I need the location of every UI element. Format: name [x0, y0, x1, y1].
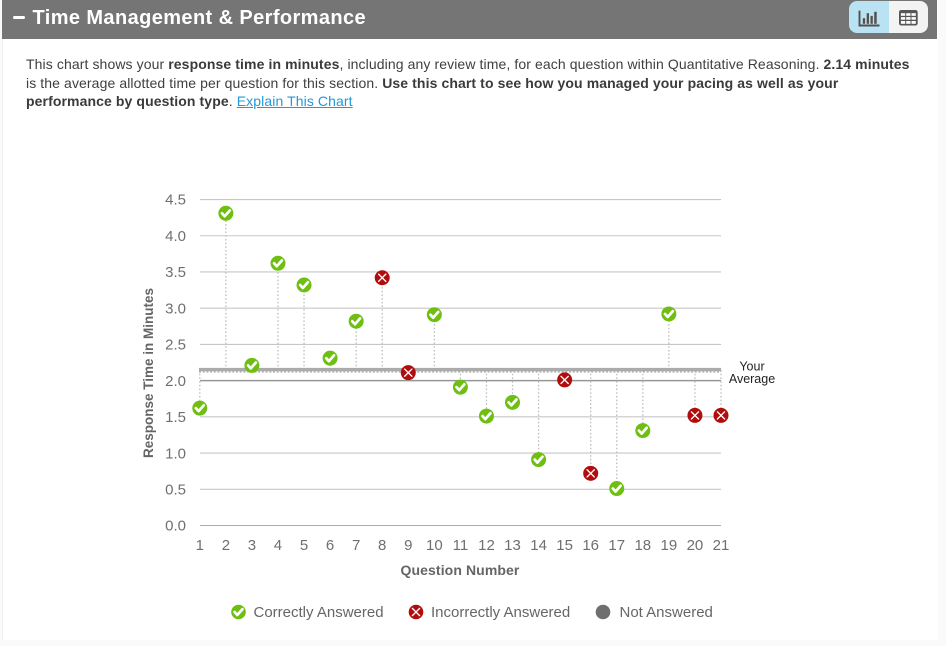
svg-text:1.5: 1.5: [165, 409, 186, 426]
svg-text:2.0: 2.0: [165, 373, 186, 390]
svg-text:5: 5: [300, 537, 308, 554]
svg-text:Not Answered: Not Answered: [620, 604, 713, 621]
svg-text:2: 2: [222, 537, 230, 554]
svg-text:15: 15: [556, 537, 573, 554]
svg-text:1: 1: [196, 537, 204, 554]
svg-text:19: 19: [661, 537, 678, 554]
svg-text:Average: Average: [729, 372, 775, 386]
svg-text:4.0: 4.0: [165, 228, 186, 245]
svg-text:8: 8: [378, 537, 386, 554]
svg-text:9: 9: [404, 537, 412, 554]
svg-text:Your: Your: [739, 360, 764, 374]
svg-text:11: 11: [453, 537, 469, 554]
svg-text:3.5: 3.5: [165, 264, 186, 281]
svg-text:Incorrectly Answered: Incorrectly Answered: [431, 604, 570, 621]
svg-text:12: 12: [478, 537, 495, 554]
svg-text:1.0: 1.0: [165, 445, 186, 462]
svg-text:21: 21: [713, 537, 730, 554]
svg-text:6: 6: [326, 537, 334, 554]
svg-text:14: 14: [530, 537, 547, 554]
svg-text:Question Number: Question Number: [401, 562, 520, 578]
svg-text:3: 3: [248, 537, 256, 554]
svg-text:16: 16: [582, 537, 599, 554]
svg-text:2.5: 2.5: [165, 337, 186, 354]
svg-text:0.5: 0.5: [165, 481, 186, 498]
svg-text:18: 18: [634, 537, 651, 554]
svg-text:20: 20: [687, 537, 704, 554]
svg-text:17: 17: [608, 537, 625, 554]
svg-text:10: 10: [426, 537, 443, 554]
svg-text:13: 13: [504, 537, 521, 554]
svg-text:Response Time in Minutes: Response Time in Minutes: [141, 288, 156, 458]
svg-text:4.5: 4.5: [165, 192, 186, 209]
svg-text:0.0: 0.0: [165, 518, 186, 535]
svg-text:7: 7: [352, 537, 360, 554]
svg-text:3.0: 3.0: [165, 300, 186, 317]
svg-text:4: 4: [274, 537, 282, 554]
svg-text:Correctly Answered: Correctly Answered: [254, 604, 384, 621]
